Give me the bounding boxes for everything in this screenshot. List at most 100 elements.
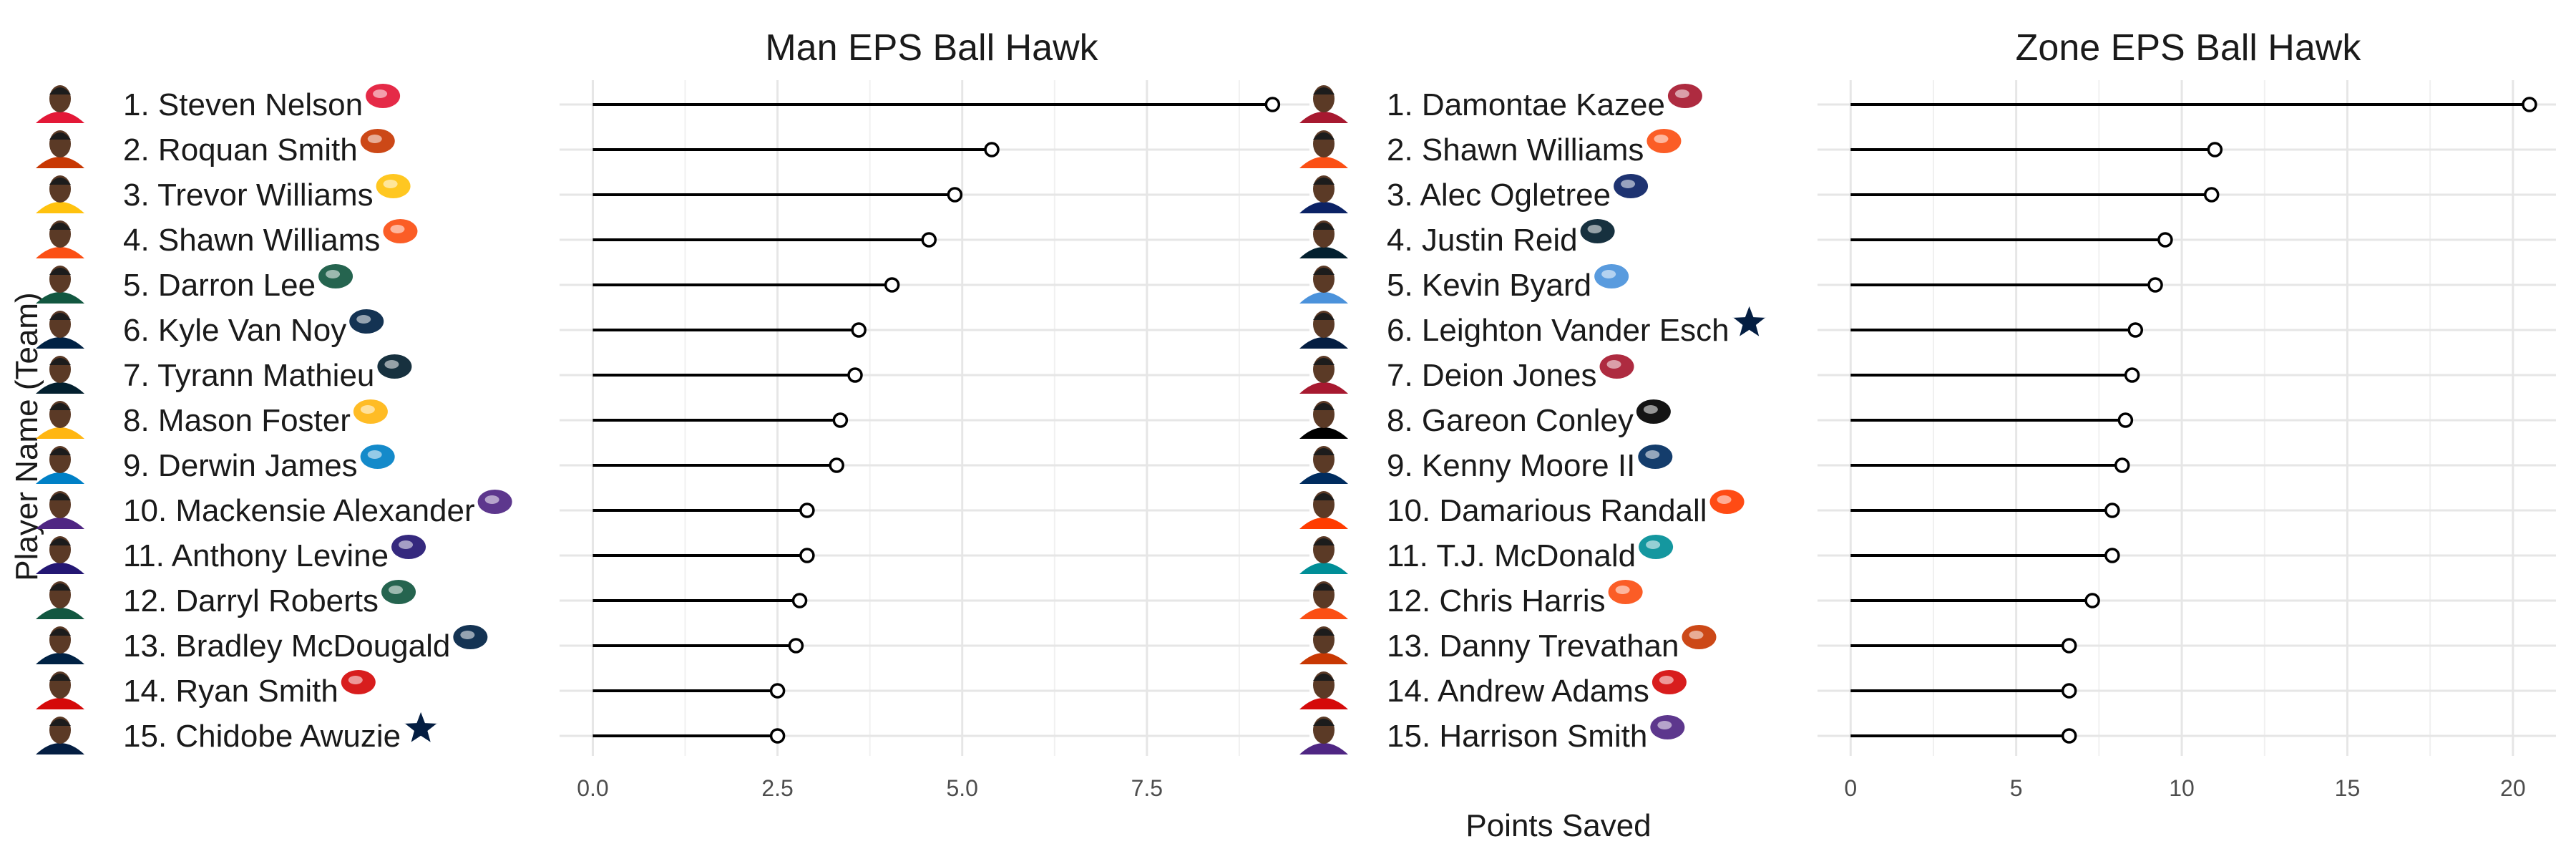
player-headshot bbox=[1299, 220, 1348, 258]
data-point bbox=[2127, 322, 2144, 338]
player-headshot bbox=[1299, 717, 1348, 754]
player-headshot bbox=[1299, 536, 1348, 574]
data-point bbox=[788, 638, 804, 654]
colts-logo-icon bbox=[1638, 445, 1673, 469]
data-point bbox=[2147, 277, 2163, 293]
man-eps-panel: Man EPS Ball Hawk 0.0 2.5 5.0 7.5 1. Steven N… bbox=[36, 27, 1309, 801]
bears-logo-icon bbox=[1682, 625, 1717, 649]
vikings-logo-icon bbox=[1650, 715, 1685, 739]
player-row-bradley-mcdougald: 13. Bradley McDougald bbox=[36, 625, 804, 664]
data-point bbox=[851, 322, 867, 338]
player-headshot bbox=[1299, 266, 1348, 304]
broncos-logo-icon bbox=[1608, 580, 1643, 604]
player-headshot bbox=[1299, 356, 1348, 394]
x-tick-label: 15 bbox=[2335, 775, 2361, 801]
data-point bbox=[799, 503, 815, 518]
player-row-steven-nelson: 1. Steven Nelson bbox=[36, 84, 1281, 123]
player-label: 11. T.J. McDonald bbox=[1387, 538, 1636, 573]
player-row-chris-harris: 12. Chris Harris bbox=[1299, 580, 2100, 619]
player-headshot bbox=[36, 401, 84, 439]
player-label: 15. Chidobe Awuzie bbox=[123, 719, 401, 754]
player-label: 8. Mason Foster bbox=[123, 403, 351, 438]
x-tick-label: 0 bbox=[1844, 775, 1857, 801]
player-label: 1. Damontae Kazee bbox=[1387, 87, 1665, 122]
cowboys-logo-icon bbox=[401, 708, 441, 746]
titans-logo-icon bbox=[1594, 264, 1629, 288]
player-row-shawn-williams: 2. Shawn Williams bbox=[1299, 129, 2223, 168]
player-headshot bbox=[1299, 626, 1348, 664]
data-point bbox=[2207, 142, 2223, 157]
chart-title: Man EPS Ball Hawk bbox=[765, 27, 1098, 69]
player-label: 13. Danny Trevathan bbox=[1387, 629, 1679, 664]
player-label: 12. Chris Harris bbox=[1387, 583, 1606, 618]
chart-title: Zone EPS Ball Hawk bbox=[2016, 27, 2362, 69]
player-headshot bbox=[36, 266, 84, 304]
player-row-andrew-adams: 14. Andrew Adams bbox=[1299, 670, 2077, 709]
player-row-tyrann-mathieu: 7. Tyrann Mathieu bbox=[36, 354, 863, 394]
data-point bbox=[2157, 232, 2173, 248]
raiders-logo-icon bbox=[1636, 399, 1671, 424]
player-row-alec-ogletree: 3. Alec Ogletree bbox=[1299, 174, 2220, 213]
falcons-logo-icon bbox=[1599, 354, 1634, 379]
player-headshot bbox=[1299, 446, 1348, 484]
data-point bbox=[2061, 683, 2077, 699]
data-point bbox=[884, 277, 900, 293]
data-point bbox=[2104, 503, 2120, 518]
browns-logo-icon bbox=[1709, 490, 1745, 514]
player-headshot bbox=[36, 491, 84, 529]
data-point bbox=[791, 593, 808, 608]
player-headshot bbox=[36, 536, 84, 574]
player-headshot bbox=[36, 311, 84, 349]
data-point bbox=[2061, 728, 2077, 744]
player-label: 13. Bradley McDougald bbox=[123, 629, 450, 664]
player-label: 6. Kyle Van Noy bbox=[123, 313, 346, 348]
player-label: 15. Harrison Smith bbox=[1387, 719, 1647, 754]
data-point bbox=[829, 457, 844, 473]
player-label: 14. Ryan Smith bbox=[123, 674, 338, 709]
player-label: 10. Damarious Randall bbox=[1387, 493, 1707, 528]
x-tick-label: 10 bbox=[2169, 775, 2195, 801]
player-headshot bbox=[1299, 311, 1348, 349]
player-headshot bbox=[36, 175, 84, 213]
player-label: 1. Steven Nelson bbox=[123, 87, 363, 122]
giants-logo-icon bbox=[1614, 174, 1649, 198]
player-headshot bbox=[36, 220, 84, 258]
player-headshot bbox=[36, 446, 84, 484]
player-row-kenny-moore-ii: 9. Kenny Moore II bbox=[1299, 445, 2130, 484]
player-label: 3. Alec Ogletree bbox=[1387, 178, 1611, 213]
player-row-danny-trevathan: 13. Danny Trevathan bbox=[1299, 625, 2077, 664]
bengals-logo-icon bbox=[1646, 129, 1682, 153]
player-row-gareon-conley: 8. Gareon Conley bbox=[1299, 399, 2134, 439]
x-tick-label: 5 bbox=[2010, 775, 2023, 801]
texans-logo-icon bbox=[1580, 219, 1615, 243]
player-label: 12. Darryl Roberts bbox=[123, 583, 379, 618]
player-headshot bbox=[36, 356, 84, 394]
player-headshot bbox=[36, 581, 84, 619]
data-point bbox=[2114, 457, 2130, 473]
chargers-logo-icon bbox=[376, 174, 411, 198]
chargers-logo-icon bbox=[360, 445, 395, 469]
player-label: 8. Gareon Conley bbox=[1387, 403, 1634, 438]
player-headshot bbox=[36, 626, 84, 664]
texans-logo-icon bbox=[377, 354, 412, 379]
player-label: 6. Leighton Vander Esch bbox=[1387, 313, 1729, 348]
bears-logo-icon bbox=[360, 129, 395, 153]
data-point bbox=[2522, 97, 2537, 112]
data-point bbox=[2117, 412, 2134, 428]
zone-eps-panel: Zone EPS Ball Hawk 0 5 10 15 20 1. Damontae Ka… bbox=[1299, 27, 2556, 801]
chiefs-logo-icon bbox=[366, 84, 401, 108]
player-headshot bbox=[36, 130, 84, 168]
data-point bbox=[2203, 187, 2220, 203]
player-headshot bbox=[1299, 491, 1348, 529]
player-row-mackensie-alexander: 10. Mackensie Alexander bbox=[36, 490, 815, 529]
jets-logo-icon bbox=[381, 580, 416, 604]
x-axis-label: Points Saved bbox=[1465, 808, 1651, 843]
player-label: 5. Kevin Byard bbox=[1387, 268, 1591, 303]
player-label: 5. Darron Lee bbox=[123, 268, 316, 303]
player-row-derwin-james: 9. Derwin James bbox=[36, 445, 844, 484]
data-point bbox=[921, 232, 937, 248]
buccaneers-logo-icon bbox=[1652, 670, 1687, 694]
player-label: 7. Tyrann Mathieu bbox=[123, 358, 374, 393]
player-label: 11. Anthony Levine bbox=[123, 538, 389, 573]
